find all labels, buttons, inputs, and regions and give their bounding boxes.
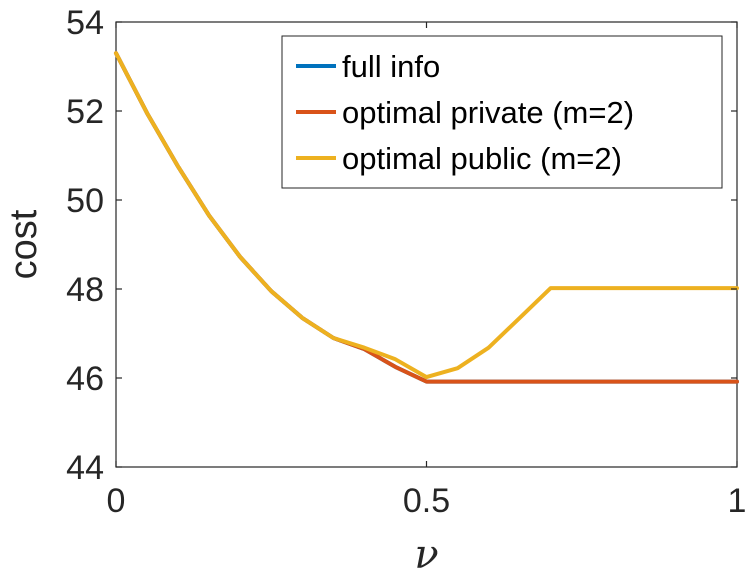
x-tick-label: 0.5 <box>403 482 450 520</box>
y-tick-label: 48 <box>66 271 104 309</box>
legend-entries: full info optimal private (m=2) optimal pu… <box>296 49 634 176</box>
legend-label-1: full info <box>342 49 440 84</box>
x-tick-label: 1 <box>728 482 747 520</box>
y-tick-label: 44 <box>66 449 104 487</box>
y-axis-label: cost <box>3 209 45 279</box>
legend: full info optimal private (m=2) optimal pu… <box>281 35 723 189</box>
ticks-layer: 0 0.5 1 44 46 48 50 52 54 <box>66 4 746 520</box>
legend-box <box>281 35 723 189</box>
y-tick-label: 46 <box>66 360 104 398</box>
y-tick-label: 52 <box>66 93 104 131</box>
y-tick-label: 50 <box>66 182 104 220</box>
legend-label-3: optimal public (m=2) <box>342 141 622 176</box>
y-tick-label: 54 <box>66 4 104 42</box>
legend-label-2: optimal private (m=2) <box>342 95 634 130</box>
x-axis-label: ν <box>414 532 438 578</box>
series-layer <box>114 51 739 384</box>
x-tick-label: 0 <box>107 482 126 520</box>
series-line-3 <box>114 51 739 380</box>
